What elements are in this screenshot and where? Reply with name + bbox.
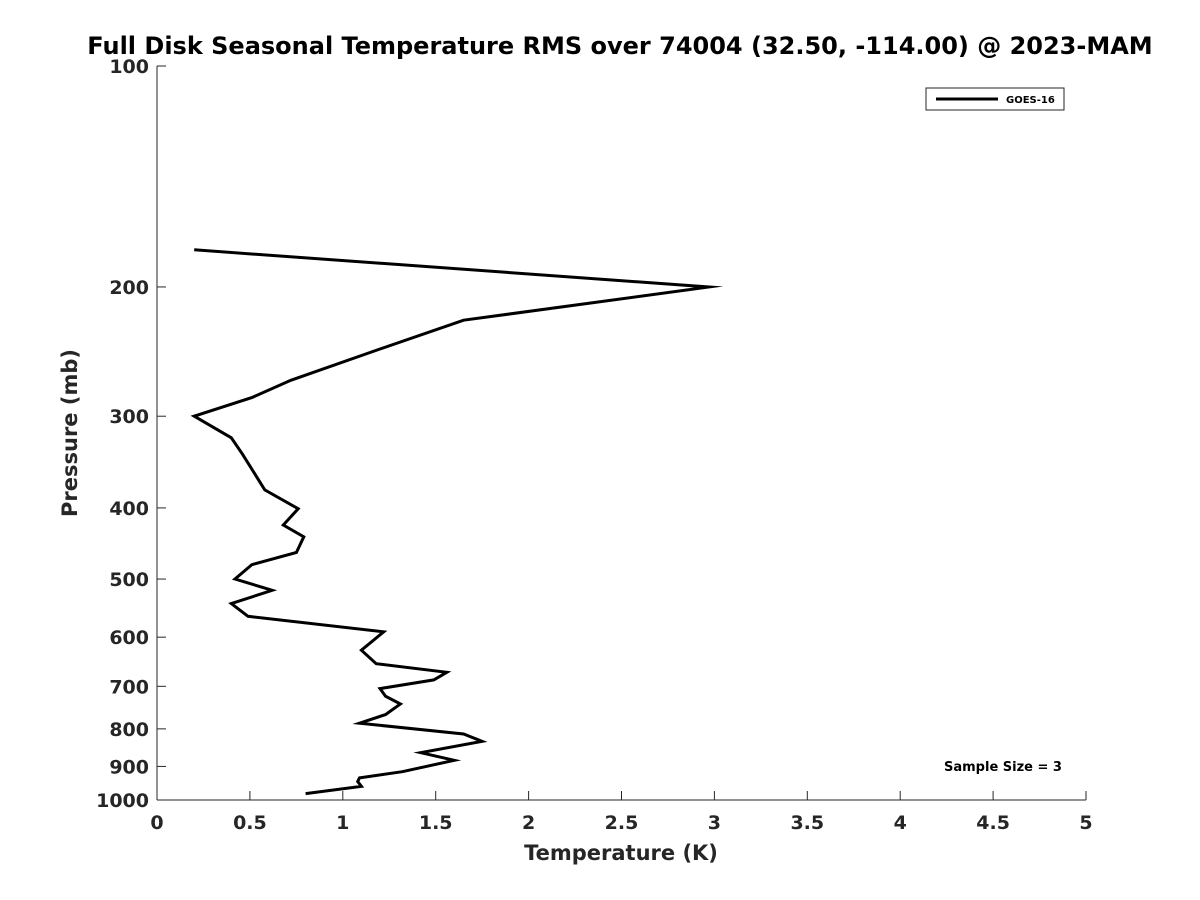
x-tick-label: 2.5 xyxy=(605,812,639,834)
x-axis-label: Temperature (K) xyxy=(524,841,718,865)
x-tick-label: 0.5 xyxy=(233,812,267,834)
y-axis-ticks: 100 200 300 400 500 600 700 800 900 1000 xyxy=(96,56,166,812)
x-tick-label: 1.5 xyxy=(419,812,453,834)
x-axis-ticks: 0 0.5 1 1.5 2 2.5 3 3.5 4 4.5 5 xyxy=(150,791,1093,834)
x-tick-label: 3 xyxy=(708,812,721,834)
x-tick-label: 4.5 xyxy=(976,812,1010,834)
x-tick-label: 0 xyxy=(150,812,163,834)
series-layer xyxy=(190,248,724,796)
y-tick-label: 700 xyxy=(109,676,149,698)
y-tick-label: 400 xyxy=(109,498,149,520)
y-tick-label: 600 xyxy=(109,627,149,649)
x-tick-label: 5 xyxy=(1079,812,1092,834)
x-tick-label: 2 xyxy=(522,812,535,834)
sample-size-annotation: Sample Size = 3 xyxy=(944,760,1062,775)
y-tick-label: 900 xyxy=(109,756,149,778)
legend-label-goes-16: GOES-16 xyxy=(1006,95,1055,106)
y-tick-label: 200 xyxy=(109,277,149,299)
x-tick-label: 1 xyxy=(336,812,349,834)
y-tick-label: 100 xyxy=(109,56,149,78)
y-tick-label: 800 xyxy=(109,719,149,741)
y-axis-label: Pressure (mb) xyxy=(58,349,82,517)
x-tick-label: 4 xyxy=(894,812,907,834)
legend: GOES-16 xyxy=(925,87,1065,111)
chart-title: Full Disk Seasonal Temperature RMS over … xyxy=(87,32,1152,60)
y-tick-label: 300 xyxy=(109,406,149,428)
y-tick-label: 500 xyxy=(109,569,149,591)
x-tick-label: 3.5 xyxy=(790,812,824,834)
series-line-goes-16 xyxy=(190,248,724,796)
y-tick-label: 1000 xyxy=(96,790,149,812)
